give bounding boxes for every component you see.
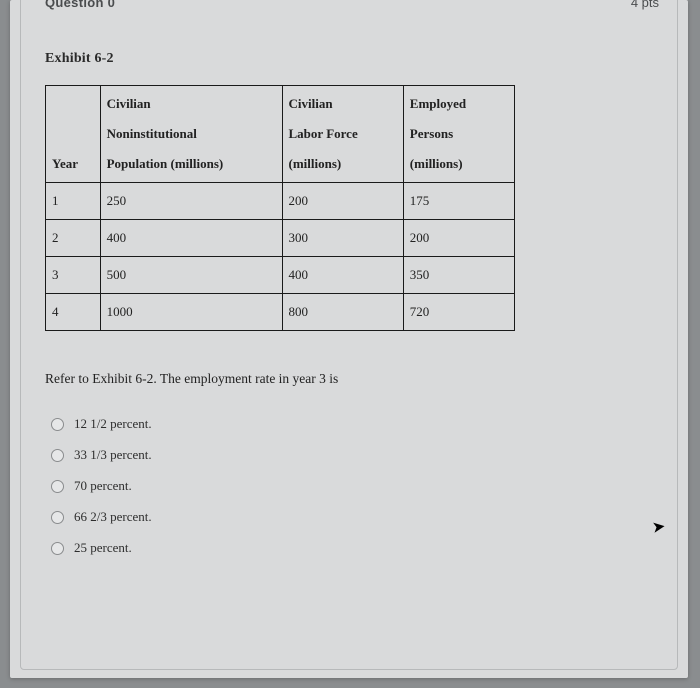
question-card: Question 0 4 pts Exhibit 6-2 Year Civili… [20, 0, 678, 670]
option-label: 70 percent. [74, 478, 132, 494]
col-header-year: Year [46, 86, 101, 183]
cell-pop: 500 [100, 257, 282, 294]
answer-options: 12 1/2 percent. 33 1/3 percent. 70 perce… [45, 409, 659, 563]
points-label: 4 pts [631, 0, 659, 10]
cell-labor: 300 [282, 220, 403, 257]
cell-pop: 1000 [100, 294, 282, 331]
col-header-employed: Employed Persons (millions) [403, 86, 514, 183]
exhibit-title: Exhibit 6-2 [45, 51, 659, 67]
option-4[interactable]: 66 2/3 percent. [51, 501, 659, 532]
cell-pop: 400 [100, 220, 282, 257]
option-1[interactable]: 12 1/2 percent. [51, 409, 659, 439]
radio-icon[interactable] [51, 480, 64, 493]
radio-icon[interactable] [51, 542, 64, 555]
option-2[interactable]: 33 1/3 percent. [51, 439, 659, 470]
data-table: Year Civilian Noninstitutional Populatio… [45, 85, 515, 331]
option-label: 33 1/3 percent. [74, 447, 152, 463]
cell-year: 3 [46, 257, 101, 294]
cell-pop: 250 [100, 183, 282, 220]
cell-year: 2 [46, 220, 101, 257]
cursor-icon: ➤ [650, 516, 666, 538]
option-label: 25 percent. [74, 540, 132, 556]
col-header-population: Civilian Noninstitutional Population (mi… [100, 86, 282, 183]
option-5[interactable]: 25 percent. [51, 532, 659, 563]
radio-icon[interactable] [51, 449, 64, 462]
question-prompt: Refer to Exhibit 6-2. The employment rat… [45, 371, 659, 387]
option-3[interactable]: 70 percent. [51, 470, 659, 501]
cell-labor: 800 [282, 294, 403, 331]
cell-emp: 175 [403, 183, 514, 220]
cell-emp: 350 [403, 257, 514, 294]
cell-year: 4 [46, 294, 101, 331]
col-header-labor-force: Civilian Labor Force (millions) [282, 86, 403, 183]
table-row: 4 1000 800 720 [46, 294, 515, 331]
radio-icon[interactable] [51, 511, 64, 524]
cell-labor: 200 [282, 183, 403, 220]
option-label: 12 1/2 percent. [74, 416, 152, 432]
cell-year: 1 [46, 183, 101, 220]
cell-emp: 720 [403, 294, 514, 331]
cell-emp: 200 [403, 220, 514, 257]
table-row: 3 500 400 350 [46, 257, 515, 294]
table-header-row: Year Civilian Noninstitutional Populatio… [46, 86, 515, 183]
question-header: Question 0 4 pts [45, 0, 659, 13]
table-row: 2 400 300 200 [46, 220, 515, 257]
radio-icon[interactable] [51, 418, 64, 431]
cell-labor: 400 [282, 257, 403, 294]
option-label: 66 2/3 percent. [74, 509, 152, 525]
question-label: Question 0 [45, 0, 115, 10]
table-row: 1 250 200 175 [46, 183, 515, 220]
